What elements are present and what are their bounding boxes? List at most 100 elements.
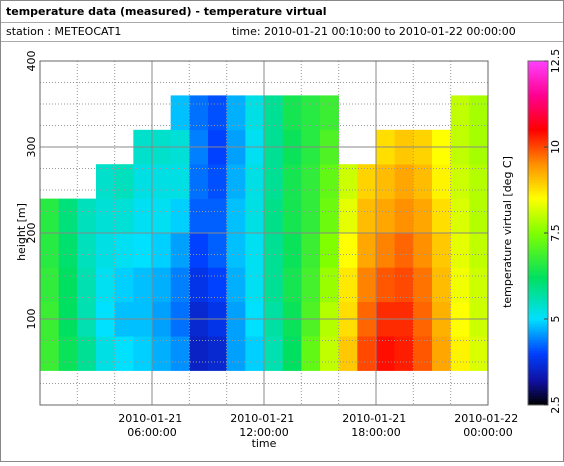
colorbar-band	[528, 358, 548, 362]
colorbar-band	[528, 188, 548, 192]
heat-cell	[357, 267, 377, 303]
colorbar-band	[528, 114, 548, 118]
colorbar-band	[528, 220, 548, 224]
colorbar-tick-label: 5	[549, 316, 562, 323]
colorbar-band	[528, 166, 548, 170]
heat-cell	[245, 198, 265, 234]
colorbar-band	[528, 394, 548, 398]
heat-cell	[77, 336, 97, 371]
colorbar-band	[528, 218, 548, 222]
page-title: temperature data (measured) - temperatur…	[6, 5, 327, 18]
colorbar-band	[528, 332, 548, 336]
y-tick-label: 200	[25, 223, 38, 244]
colorbar-band	[528, 202, 548, 206]
colorbar-band	[528, 72, 548, 76]
heat-cell	[189, 164, 209, 199]
heat-cell	[394, 198, 414, 234]
heat-cell	[450, 164, 470, 199]
colorbar-band	[528, 204, 548, 208]
colorbar-band	[528, 372, 548, 376]
heat-cell	[170, 198, 190, 234]
x-tick-label: 2010-01-21 18:00:00	[342, 412, 409, 439]
heat-cell	[133, 267, 153, 303]
colorbar-band	[528, 70, 548, 74]
colorbar-band	[528, 274, 548, 278]
heat-cell	[40, 336, 59, 371]
heat-cell	[376, 267, 395, 303]
heat-cell	[264, 267, 283, 303]
colorbar-tick-label: 7.5	[549, 224, 562, 242]
colorbar-tick-label: 12.5	[549, 49, 562, 74]
colorbar-band	[528, 134, 548, 138]
colorbar-band	[528, 370, 548, 374]
y-axis-label: height [m]	[15, 203, 28, 261]
colorbar-band	[528, 92, 548, 96]
colorbar-band	[528, 390, 548, 394]
colorbar-band	[528, 398, 548, 402]
colorbar-band	[528, 66, 548, 70]
colorbar-band	[528, 346, 548, 350]
colorbar-band	[528, 384, 548, 388]
heat-cell	[170, 233, 190, 268]
heat-cell	[338, 267, 358, 303]
colorbar-band	[528, 168, 548, 172]
heat-cell	[133, 198, 153, 234]
colorbar-band	[528, 352, 548, 356]
colorbar-band	[528, 228, 548, 232]
colorbar-band	[528, 324, 548, 328]
heat-cell	[394, 164, 414, 199]
colorbar-band	[528, 112, 548, 116]
heat-cell	[320, 336, 339, 371]
colorbar-band	[528, 264, 548, 268]
colorbar-band	[528, 100, 548, 104]
colorbar-band	[528, 108, 548, 112]
colorbar-band	[528, 120, 548, 124]
colorbar-band	[528, 140, 548, 144]
colorbar-band	[528, 160, 548, 164]
heat-cell	[226, 95, 246, 131]
colorbar-band	[528, 334, 548, 338]
heat-cell	[469, 164, 489, 199]
colorbar-band	[528, 98, 548, 102]
colorbar-band	[528, 290, 548, 294]
heat-cell	[170, 336, 190, 371]
colorbar-band	[528, 248, 548, 252]
heat-cell	[40, 267, 59, 303]
colorbar-band	[528, 240, 548, 244]
heat-cell	[338, 198, 358, 234]
heat-cell	[152, 198, 171, 234]
colorbar-band	[528, 260, 548, 264]
heat-cell	[301, 198, 321, 234]
heat-cell	[170, 95, 190, 131]
colorbar-band	[528, 380, 548, 384]
heat-cell	[189, 267, 209, 303]
heat-cell	[114, 233, 134, 268]
colorbar-band	[528, 192, 548, 196]
colorbar-band	[528, 138, 548, 142]
colorbar-band	[528, 386, 548, 390]
colorbar-band	[528, 210, 548, 214]
colorbar-band	[528, 308, 548, 312]
colorbar-tick-label: 10	[549, 140, 562, 154]
colorbar-band	[528, 106, 548, 110]
colorbar-band	[528, 266, 548, 270]
colorbar-band	[528, 322, 548, 326]
colorbar-band	[528, 96, 548, 100]
colorbar-band	[528, 320, 548, 324]
colorbar-band	[528, 268, 548, 272]
heat-cell	[96, 233, 115, 268]
heat-cell	[450, 95, 470, 131]
colorbar-band	[528, 254, 548, 258]
heat-cell	[301, 336, 321, 371]
heat-cell	[133, 164, 153, 199]
colorbar-label: temperature virtual [deg C]	[501, 156, 514, 308]
heat-cell	[189, 336, 209, 371]
heat-cell	[133, 233, 153, 268]
heat-cell	[432, 233, 451, 268]
colorbar-band	[528, 62, 548, 66]
colorbar-band	[528, 296, 548, 300]
heat-cell	[208, 164, 227, 199]
colorbar-band	[528, 222, 548, 226]
heat-cell	[282, 95, 302, 131]
heat-cell	[208, 267, 227, 303]
